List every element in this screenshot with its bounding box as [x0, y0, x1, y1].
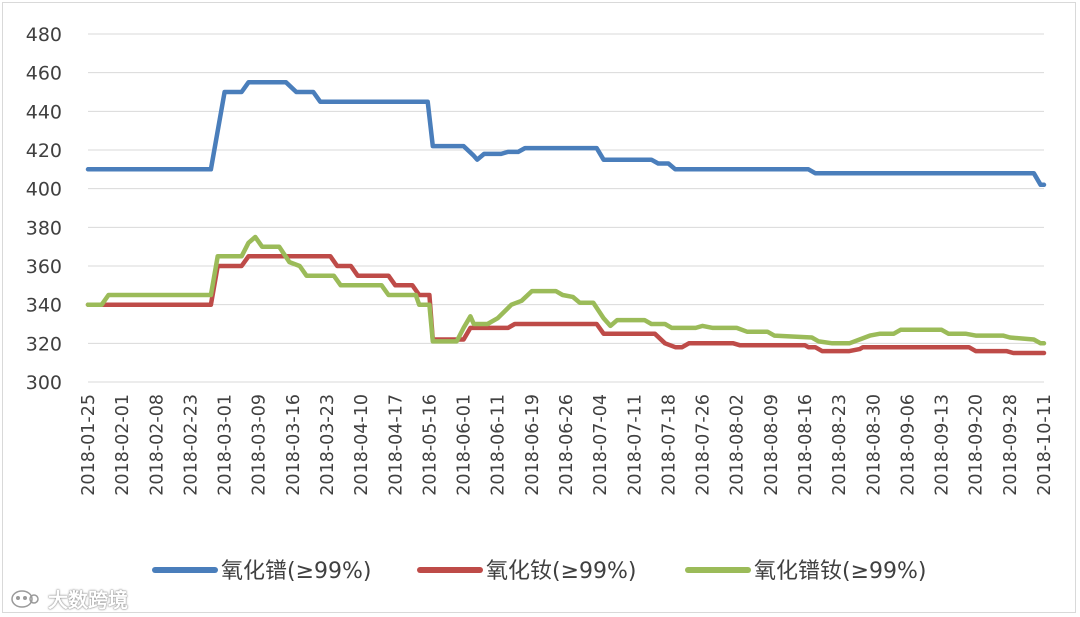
y-tick-label: 320 — [26, 333, 62, 355]
legend: 氧化镨(≥99%) 氧化钕(≥99%) 氧化镨钕(≥99%) — [152, 559, 927, 584]
x-tick-label: 2018-08-30 — [864, 394, 884, 496]
gridlines — [88, 33, 1044, 383]
x-tick-label: 2018-07-11 — [625, 394, 645, 496]
x-tick-label: 2018-03-23 — [318, 394, 338, 496]
x-tick-label: 2018-02-08 — [147, 394, 167, 496]
x-tick-label: 2018-06-26 — [557, 394, 577, 496]
series-line-1 — [85, 254, 1047, 356]
y-tick-label: 480 — [26, 24, 62, 46]
x-tick-label: 2018-01-25 — [79, 394, 99, 496]
x-tick-label: 2018-06-19 — [523, 394, 543, 496]
x-axis-ticks: 2018-01-25 2018-02-01 2018-02-08 2018-02-23… — [79, 394, 1055, 496]
x-tick-label: 2018-08-09 — [762, 394, 782, 496]
series-line-2 — [85, 234, 1047, 346]
y-tick-label: 360 — [26, 256, 62, 278]
x-tick-label: 2018-03-16 — [284, 394, 304, 496]
y-tick-label: 340 — [26, 295, 62, 317]
y-tick-label: 300 — [26, 372, 62, 394]
x-tick-label: 2018-09-13 — [933, 394, 953, 496]
x-tick-label: 2018-05-16 — [420, 394, 440, 496]
x-tick-label: 2018-09-28 — [1001, 394, 1021, 496]
y-tick-label: 440 — [26, 101, 62, 123]
watermark-logo-icon — [8, 588, 42, 610]
x-tick-label: 2018-02-01 — [113, 394, 133, 496]
x-tick-label: 2018-08-23 — [830, 394, 850, 496]
x-tick-label: 2018-04-10 — [352, 394, 372, 496]
watermark-text: 大数跨境 — [48, 588, 128, 612]
x-tick-label: 2018-06-11 — [489, 394, 509, 496]
x-tick-label: 2018-07-04 — [591, 394, 611, 496]
x-tick-label: 2018-04-17 — [386, 394, 406, 496]
x-tick-label: 2018-08-16 — [796, 394, 816, 496]
y-tick-label: 420 — [26, 140, 62, 162]
y-tick-label: 380 — [26, 217, 62, 239]
x-tick-label: 2018-08-02 — [728, 394, 748, 496]
watermark: 大数跨境 — [8, 584, 128, 613]
y-tick-label: 460 — [26, 63, 62, 85]
legend-label-2: 氧化镨钕(≥99%) — [754, 559, 927, 584]
x-tick-label: 2018-03-01 — [216, 394, 236, 496]
x-tick-label: 2018-10-11 — [1035, 394, 1055, 496]
legend-label-0: 氧化镨(≥99%) — [221, 559, 372, 584]
x-tick-label: 2018-07-26 — [694, 394, 714, 496]
x-tick-label: 2018-09-20 — [967, 394, 987, 496]
series-line-0 — [85, 80, 1047, 188]
y-axis-ticks: 300 320 340 360 380 400 420 440 460 480 — [26, 24, 62, 394]
legend-label-1: 氧化钕(≥99%) — [486, 559, 637, 584]
x-tick-label: 2018-07-18 — [659, 394, 679, 496]
x-tick-label: 2018-09-06 — [898, 394, 918, 496]
x-tick-label: 2018-02-23 — [181, 394, 201, 496]
x-tick-label: 2018-06-01 — [455, 394, 475, 496]
x-tick-label: 2018-03-09 — [250, 394, 270, 496]
y-tick-label: 400 — [26, 179, 62, 201]
series-lines — [85, 80, 1047, 356]
